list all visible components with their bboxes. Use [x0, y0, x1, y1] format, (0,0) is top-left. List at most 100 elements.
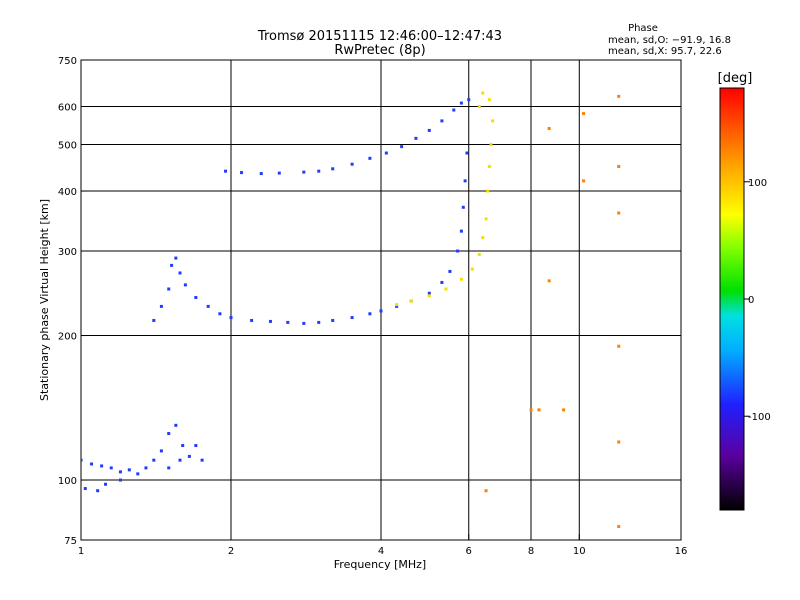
x-tick-label: 8	[528, 546, 534, 557]
data-point	[484, 217, 488, 221]
data-point	[477, 105, 481, 109]
data-point	[167, 466, 171, 470]
data-point	[118, 470, 122, 474]
y-tick-label: 200	[58, 332, 77, 343]
data-point	[461, 205, 465, 209]
data-point	[617, 440, 621, 444]
data-point	[224, 169, 228, 173]
data-point	[444, 287, 448, 291]
data-point	[183, 283, 187, 287]
data-point	[448, 269, 452, 273]
data-point	[187, 454, 191, 458]
phase-mean-x: mean, sd,X: 95.7, 22.6	[608, 46, 722, 57]
data-point	[174, 423, 178, 427]
data-point	[465, 151, 469, 155]
data-point	[562, 408, 566, 412]
data-point	[331, 318, 335, 322]
data-point	[379, 309, 383, 313]
data-point	[459, 277, 463, 281]
data-point	[484, 489, 488, 493]
data-point	[229, 316, 233, 320]
data-point	[152, 458, 156, 462]
data-point	[104, 482, 108, 486]
data-point	[440, 280, 444, 284]
data-point	[427, 294, 431, 298]
data-point	[170, 263, 174, 267]
data-point	[178, 271, 182, 275]
colorbar-tick-label: -100	[748, 412, 771, 423]
data-point	[259, 172, 263, 176]
data-point	[127, 468, 131, 472]
data-point	[582, 179, 586, 183]
data-point	[136, 472, 140, 476]
data-point	[96, 489, 100, 493]
x-tick-label: 6	[466, 546, 472, 557]
data-point	[206, 304, 210, 308]
data-point	[491, 119, 495, 123]
colorbar-ticks: 100 0 -100	[744, 178, 771, 423]
grid-lines	[81, 60, 681, 540]
data-points	[81, 91, 621, 529]
data-point	[617, 211, 621, 215]
data-point	[481, 91, 485, 95]
data-point	[427, 291, 431, 295]
data-point	[617, 525, 621, 529]
data-point	[456, 249, 460, 253]
data-point	[459, 229, 463, 233]
data-point	[159, 449, 163, 453]
y-axis-label: Stationary phase Virtual Height [km]	[38, 199, 51, 401]
data-point	[547, 126, 551, 130]
colorbar	[719, 87, 745, 511]
data-point	[400, 145, 404, 149]
data-point	[90, 462, 94, 466]
y-tick-label: 750	[58, 56, 77, 67]
y-tick-label: 75	[64, 536, 77, 547]
data-point	[174, 256, 178, 260]
data-point	[250, 318, 254, 322]
data-point	[486, 189, 490, 193]
data-point	[427, 128, 431, 132]
data-point	[159, 304, 163, 308]
data-point	[395, 303, 399, 307]
data-point	[286, 320, 290, 324]
data-point	[409, 299, 413, 303]
data-point	[452, 108, 456, 112]
colorbar-label: [deg]	[718, 71, 753, 86]
data-point	[167, 287, 171, 291]
y-tick-label: 100	[58, 476, 77, 487]
chart-title: Tromsø 20151115 12:46:00–12:47:43	[257, 29, 502, 44]
data-point	[470, 267, 474, 271]
x-tick-label: 16	[675, 546, 688, 557]
data-point	[487, 98, 491, 102]
data-point	[109, 466, 113, 470]
data-point	[395, 304, 399, 308]
data-point	[529, 408, 533, 412]
data-point	[617, 164, 621, 168]
data-point	[268, 319, 272, 323]
data-point	[277, 171, 281, 175]
chart-subtitle: RwPretec (8p)	[334, 43, 425, 58]
data-point	[350, 316, 354, 320]
data-point	[302, 321, 306, 325]
data-point	[81, 458, 83, 462]
data-point	[414, 136, 418, 140]
data-point	[200, 458, 204, 462]
data-point	[547, 279, 551, 283]
data-point	[317, 169, 321, 173]
phase-mean-o: mean, sd,O: −91.9, 16.8	[608, 35, 731, 46]
data-point	[368, 156, 372, 160]
colorbar-tick-label: 0	[748, 295, 754, 306]
data-point	[218, 312, 222, 316]
data-point	[194, 296, 198, 300]
y-tick-label: 300	[58, 247, 77, 258]
x-axis-ticks: 1 2 4 6 8 10 16	[78, 534, 688, 557]
x-axis-label: Frequency [MHz]	[334, 558, 426, 571]
y-tick-label: 600	[58, 103, 77, 114]
data-point	[167, 432, 171, 436]
y-axis-ticks: 75 100 200 300 400 500 600 750	[58, 56, 87, 547]
data-point	[152, 318, 156, 322]
data-point	[489, 143, 493, 147]
data-point	[302, 170, 306, 174]
data-point	[617, 94, 621, 98]
